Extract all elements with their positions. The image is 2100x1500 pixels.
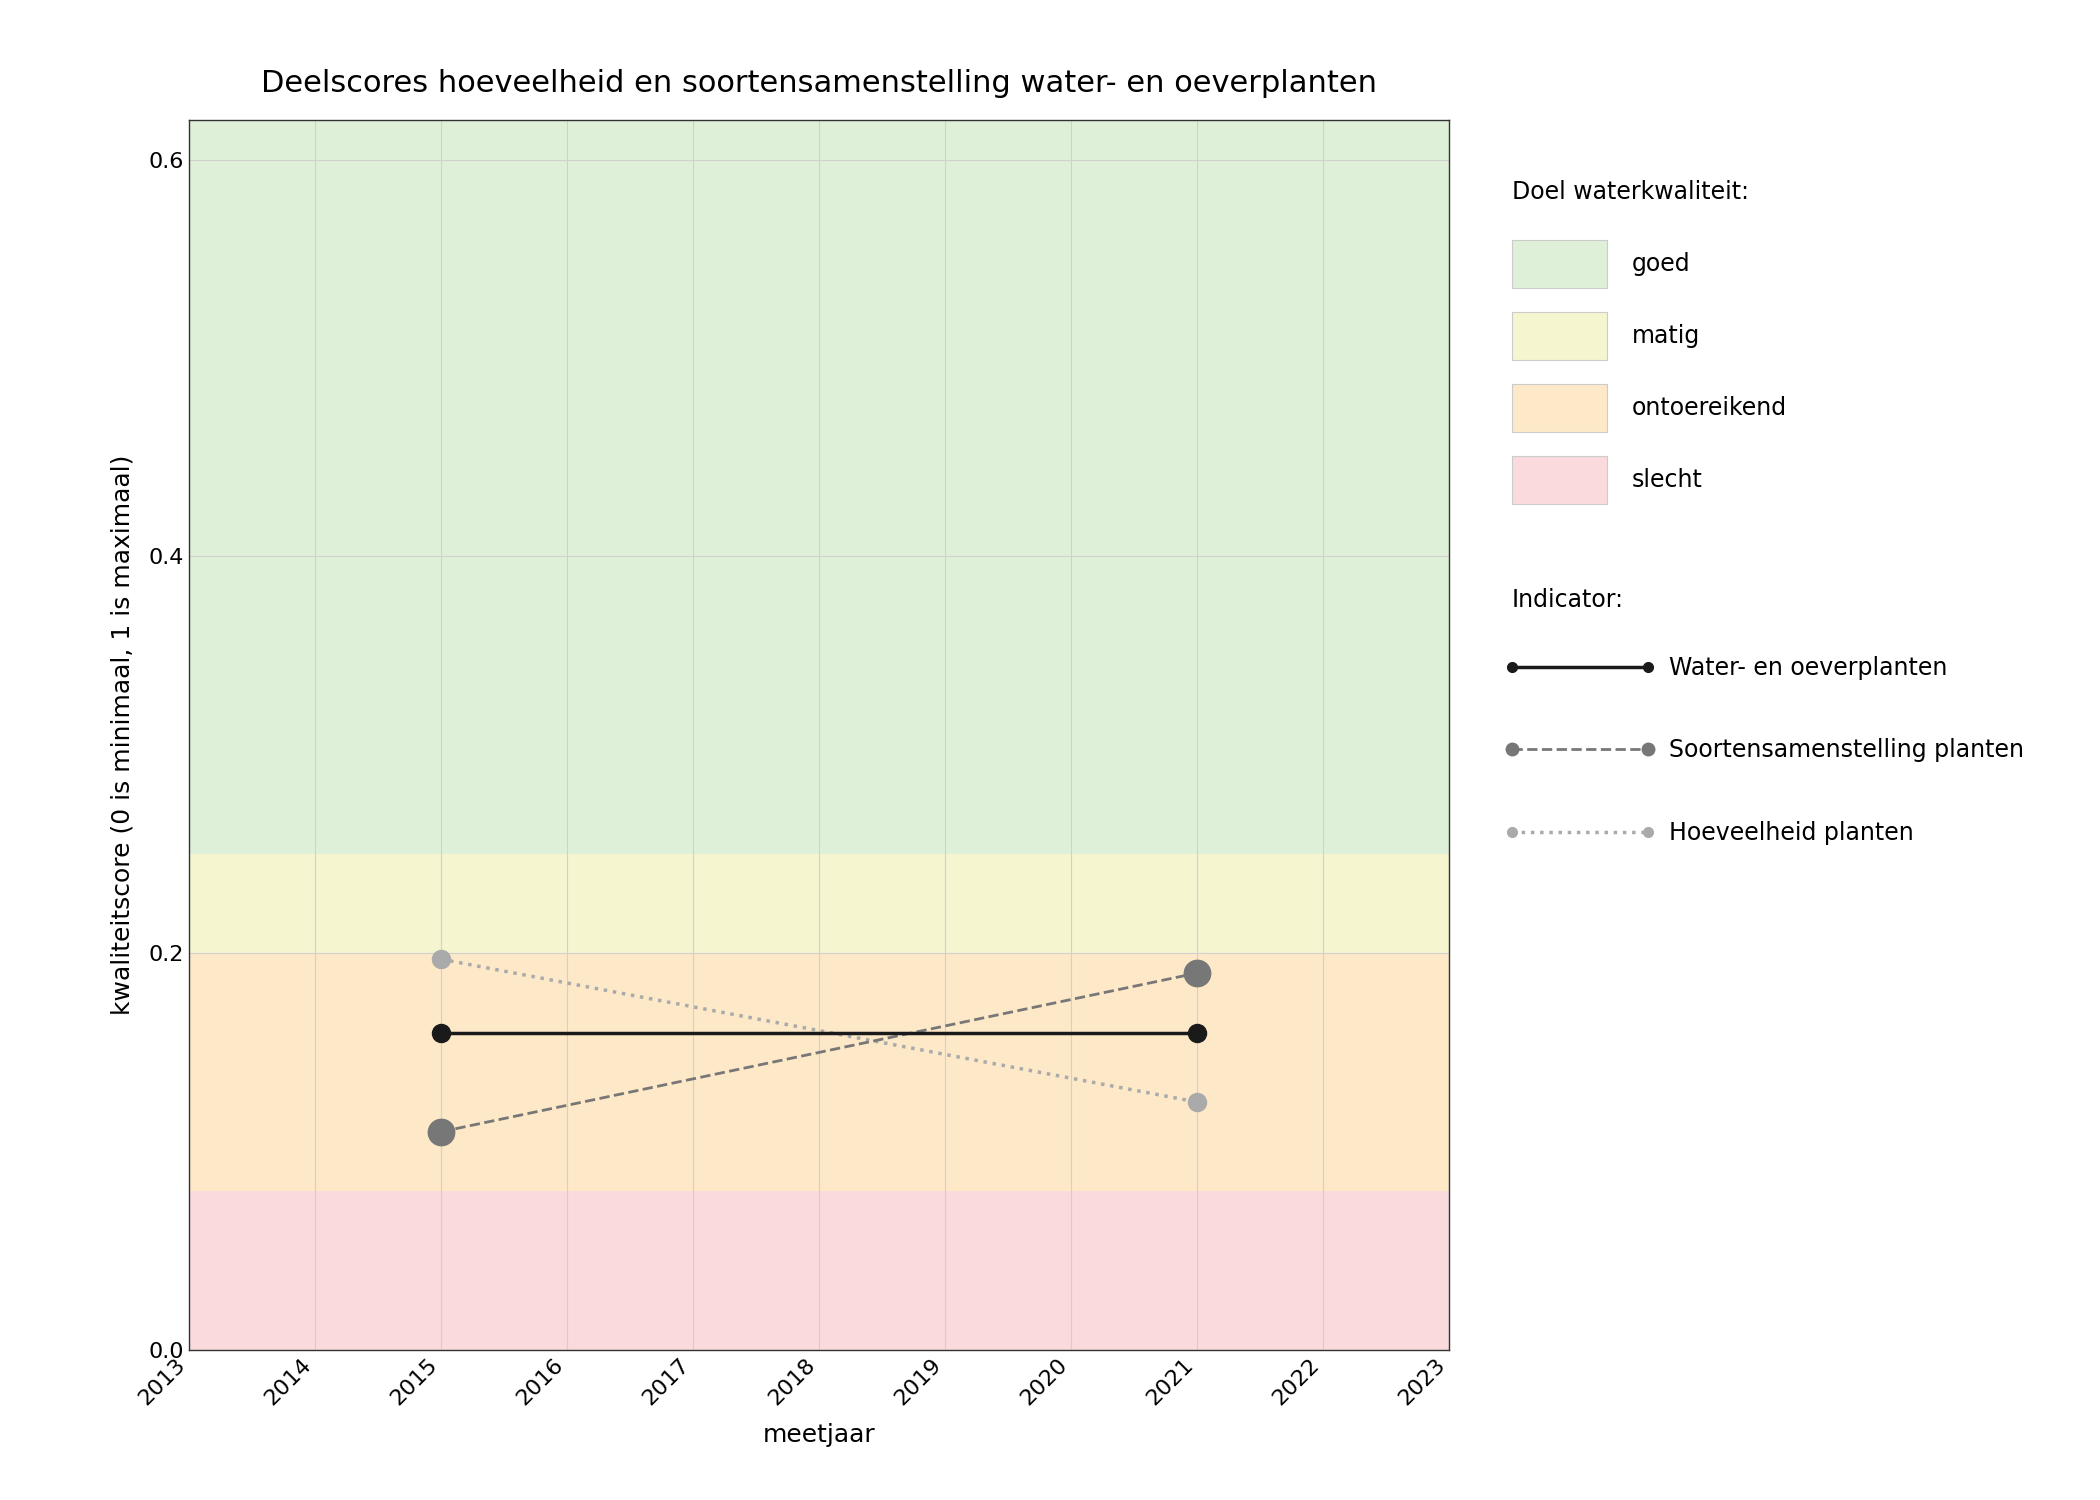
Text: slecht: slecht xyxy=(1632,468,1703,492)
Text: Doel waterkwaliteit:: Doel waterkwaliteit: xyxy=(1512,180,1749,204)
Text: Soortensamenstelling planten: Soortensamenstelling planten xyxy=(1670,738,2024,762)
Text: ontoereikend: ontoereikend xyxy=(1632,396,1787,420)
Bar xyxy=(189,120,1449,853)
Text: goed: goed xyxy=(1632,252,1690,276)
Bar xyxy=(189,952,1449,1191)
Text: matig: matig xyxy=(1632,324,1701,348)
X-axis label: meetjaar: meetjaar xyxy=(762,1424,876,1448)
Text: Water- en oeverplanten: Water- en oeverplanten xyxy=(1670,656,1949,680)
Y-axis label: kwaliteitscore (0 is minimaal, 1 is maximaal): kwaliteitscore (0 is minimaal, 1 is maxi… xyxy=(111,454,134,1016)
Text: Indicator:: Indicator: xyxy=(1512,588,1623,612)
Title: Deelscores hoeveelheid en soortensamenstelling water- en oeverplanten: Deelscores hoeveelheid en soortensamenst… xyxy=(260,69,1378,98)
Bar xyxy=(189,853,1449,952)
Text: Hoeveelheid planten: Hoeveelheid planten xyxy=(1670,821,1915,844)
Bar xyxy=(189,1191,1449,1350)
